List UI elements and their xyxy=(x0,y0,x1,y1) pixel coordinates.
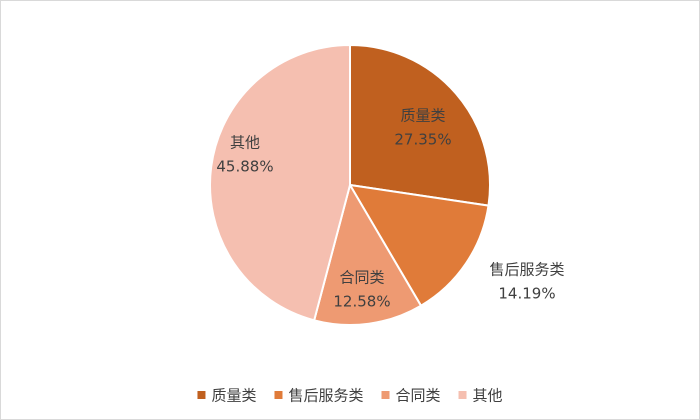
data-label-name: 售后服务类 xyxy=(489,261,564,279)
data-label-value: 14.19% xyxy=(498,285,555,303)
data-label-name: 其他 xyxy=(230,134,260,152)
pie-slice xyxy=(349,43,491,207)
legend-swatch xyxy=(381,391,390,399)
legend-swatch xyxy=(458,391,467,399)
legend-swatch xyxy=(197,391,206,399)
data-label-value: 45.88% xyxy=(216,158,273,176)
data-label-value: 12.58% xyxy=(333,293,390,311)
pie-slice xyxy=(348,183,490,308)
legend-swatch xyxy=(274,391,283,399)
data-label-name: 质量类 xyxy=(400,107,445,125)
legend-label: 质量类 xyxy=(211,387,256,405)
legend-label: 合同类 xyxy=(396,387,441,405)
data-label-name: 合同类 xyxy=(339,269,384,287)
legend-label: 售后服务类 xyxy=(288,387,363,405)
legend-label: 其他 xyxy=(473,387,503,405)
data-label-value: 27.35% xyxy=(394,131,451,149)
pie-slice xyxy=(209,43,351,322)
